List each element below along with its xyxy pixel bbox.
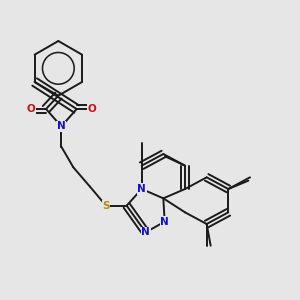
Text: S: S xyxy=(102,201,110,211)
Text: O: O xyxy=(27,104,35,114)
Text: N: N xyxy=(57,121,66,131)
Text: N: N xyxy=(160,217,169,227)
Text: O: O xyxy=(87,104,96,114)
Text: N: N xyxy=(141,227,150,237)
Text: N: N xyxy=(137,184,146,194)
